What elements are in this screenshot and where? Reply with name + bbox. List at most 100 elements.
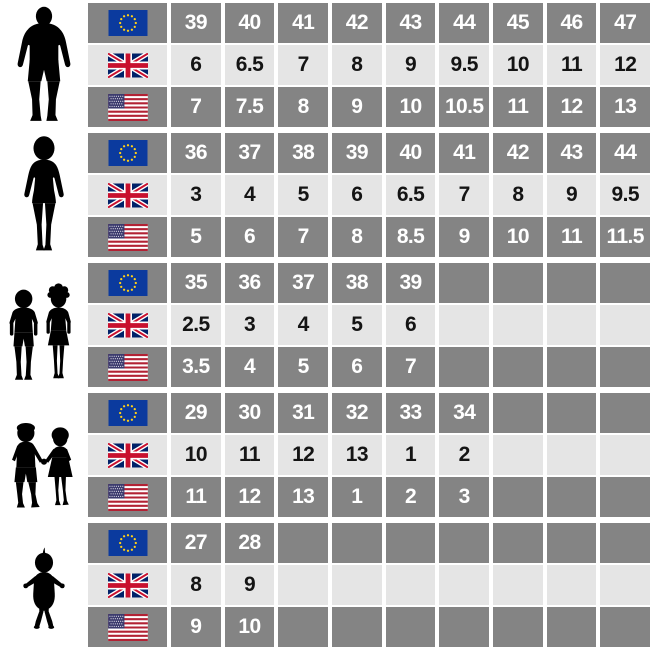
small-kids-size-rows: 29 30 31 32 33 34 10 11 12 13 1 2 11 12 13 1 2 3 [88, 390, 650, 520]
eu-size-cell: 31 [278, 393, 329, 433]
us-size-cell [493, 607, 543, 647]
uk-size-cell [332, 565, 382, 605]
us-size-cell [546, 477, 597, 517]
eu-size-cell: 30 [224, 393, 275, 433]
us-flag-icon [107, 613, 148, 641]
uk-size-cell: 3 [171, 175, 221, 215]
eu-size-cell [278, 523, 329, 563]
eu-flag-cell [88, 3, 167, 43]
uk-size-cell: 12 [600, 45, 650, 85]
uk-flag-cell [88, 175, 167, 215]
eu-size-cell: 39 [171, 3, 221, 43]
uk-size-cell [385, 565, 436, 605]
us-size-cell: 10 [385, 87, 436, 127]
eu-size-cell: 38 [278, 133, 329, 173]
us-size-cell [600, 477, 650, 517]
us-size-cell: 8 [332, 217, 382, 257]
us-size-cell: 13 [600, 87, 650, 127]
uk-flag-cell [88, 305, 167, 345]
uk-flag-icon [107, 182, 148, 208]
women-size-rows: 36 37 38 39 40 41 42 43 44 3 4 5 6 6.5 7 8 9 9.5 5 6 7 8 8.5… [88, 130, 650, 260]
us-size-cell: 5 [278, 347, 329, 387]
eu-size-cell [600, 523, 650, 563]
eu-size-cell: 42 [493, 133, 543, 173]
uk-size-cell [600, 435, 650, 475]
us-size-cell: 4 [224, 347, 275, 387]
group-small-kids: 29 30 31 32 33 34 10 11 12 13 1 2 11 12 13 1 2 3 [0, 390, 650, 520]
uk-size-cell [493, 305, 543, 345]
eu-size-cell: 27 [171, 523, 221, 563]
kids-silhouette-icon [9, 283, 71, 380]
uk-size-cell: 8 [332, 45, 382, 85]
eu-size-cell: 47 [600, 3, 650, 43]
uk-size-cell: 7 [278, 45, 329, 85]
us-size-cell [493, 477, 543, 517]
men-figure [0, 0, 88, 130]
men-size-rows: 39 40 41 42 43 44 45 46 47 6 6.5 7 8 9 9.5 10 11 12 7 7.5… [88, 0, 650, 130]
us-size-cell: 9 [439, 217, 490, 257]
eu-flag-cell [88, 393, 167, 433]
us-flag-icon [107, 483, 148, 511]
uk-size-cell: 6.5 [224, 45, 275, 85]
eu-size-cell: 41 [278, 3, 329, 43]
uk-size-cell: 4 [224, 175, 275, 215]
us-size-cell: 7 [171, 87, 221, 127]
small-kids-uk-row: 10 11 12 13 1 2 [88, 435, 650, 475]
group-men: 39 40 41 42 43 44 45 46 47 6 6.5 7 8 9 9.5 10 11 12 7 7.5… [0, 0, 650, 130]
uk-size-cell: 9 [546, 175, 597, 215]
baby-silhouette-icon [23, 547, 65, 629]
eu-size-cell [493, 263, 543, 303]
us-size-cell: 10.5 [439, 87, 490, 127]
uk-size-cell: 2 [439, 435, 490, 475]
uk-size-cell: 8 [171, 565, 221, 605]
woman-silhouette-icon [24, 136, 64, 251]
kids-uk-row: 2.5 3 4 5 6 [88, 305, 650, 345]
eu-size-cell [600, 263, 650, 303]
uk-size-cell [546, 305, 597, 345]
man-silhouette-icon [17, 6, 71, 121]
uk-size-cell [600, 565, 650, 605]
eu-size-cell: 44 [439, 3, 490, 43]
uk-flag-icon [107, 442, 148, 468]
us-size-cell: 6 [224, 217, 275, 257]
uk-size-cell: 10 [493, 45, 543, 85]
us-flag-cell [88, 347, 167, 387]
eu-size-cell [493, 393, 543, 433]
eu-size-cell: 28 [224, 523, 275, 563]
uk-size-cell: 3 [224, 305, 275, 345]
us-size-cell: 9 [171, 607, 221, 647]
women-uk-row: 3 4 5 6 6.5 7 8 9 9.5 [88, 175, 650, 215]
eu-size-cell: 40 [385, 133, 436, 173]
us-size-cell: 11 [493, 87, 543, 127]
eu-size-cell [546, 523, 597, 563]
eu-size-cell [332, 523, 382, 563]
baby-eu-row: 27 28 [88, 523, 650, 563]
uk-size-cell: 9 [224, 565, 275, 605]
uk-size-cell: 11 [546, 45, 597, 85]
us-size-cell: 10 [224, 607, 275, 647]
uk-size-cell: 6.5 [385, 175, 436, 215]
uk-size-cell: 10 [171, 435, 221, 475]
eu-flag-icon [108, 140, 147, 166]
uk-size-cell: 12 [278, 435, 329, 475]
eu-size-cell: 39 [332, 133, 382, 173]
uk-size-cell: 9.5 [439, 45, 490, 85]
eu-size-cell: 44 [600, 133, 650, 173]
women-us-row: 5 6 7 8 8.5 9 10 11 11.5 [88, 217, 650, 257]
us-flag-icon [107, 223, 148, 251]
men-uk-row: 6 6.5 7 8 9 9.5 10 11 12 [88, 45, 650, 85]
us-size-cell [600, 607, 650, 647]
eu-flag-icon [108, 530, 147, 556]
uk-size-cell: 9.5 [600, 175, 650, 215]
us-size-cell: 12 [224, 477, 275, 517]
us-size-cell [439, 607, 490, 647]
us-size-cell [439, 347, 490, 387]
us-size-cell: 7 [278, 217, 329, 257]
small-kids-eu-row: 29 30 31 32 33 34 [88, 393, 650, 433]
us-size-cell: 11.5 [600, 217, 650, 257]
us-size-cell: 11 [171, 477, 221, 517]
us-size-cell: 1 [332, 477, 382, 517]
us-size-cell: 6 [332, 347, 382, 387]
